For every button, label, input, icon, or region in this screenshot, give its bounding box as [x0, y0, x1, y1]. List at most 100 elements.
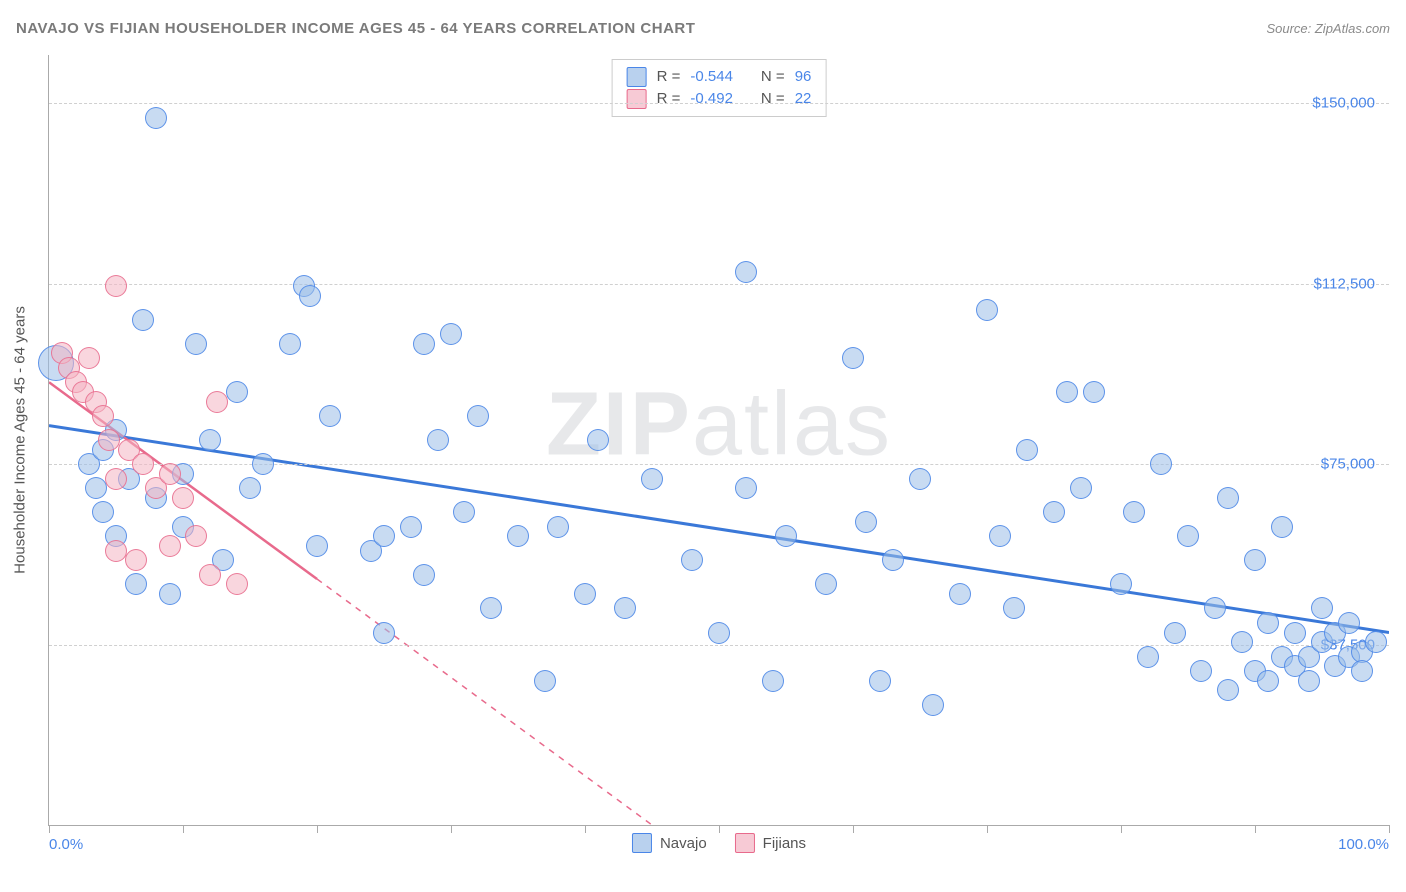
scatter-point	[199, 429, 221, 451]
scatter-point	[132, 309, 154, 331]
legend-label-fijians: Fijians	[763, 835, 806, 852]
scatter-point	[440, 323, 462, 345]
swatch-fijians-icon	[735, 833, 755, 853]
scatter-point	[1164, 622, 1186, 644]
scatter-point	[681, 549, 703, 571]
scatter-point	[105, 468, 127, 490]
scatter-point	[708, 622, 730, 644]
scatter-point	[239, 477, 261, 499]
scatter-point	[1083, 381, 1105, 403]
gridline	[49, 284, 1389, 285]
scatter-point	[413, 564, 435, 586]
x-tick	[1121, 825, 1122, 833]
scatter-point	[1351, 660, 1373, 682]
scatter-point	[1257, 612, 1279, 634]
y-axis-title: Householder Income Ages 45 - 64 years	[12, 306, 29, 574]
scatter-point	[735, 261, 757, 283]
legend-label-navajo: Navajo	[660, 835, 707, 852]
scatter-point	[306, 535, 328, 557]
scatter-point	[373, 525, 395, 547]
N-value-navajo: 96	[795, 66, 812, 88]
watermark: ZIPatlas	[546, 373, 892, 476]
scatter-point	[989, 525, 1011, 547]
scatter-point	[319, 405, 341, 427]
scatter-point	[185, 333, 207, 355]
source-attribution: Source: ZipAtlas.com	[1266, 21, 1390, 36]
scatter-point	[614, 597, 636, 619]
x-tick	[585, 825, 586, 833]
N-value-fijians: 22	[795, 88, 812, 110]
N-label: N =	[761, 66, 785, 88]
scatter-point	[159, 463, 181, 485]
R-label: R =	[657, 88, 681, 110]
N-label: N =	[761, 88, 785, 110]
scatter-point	[1338, 612, 1360, 634]
x-axis-min-label: 0.0%	[49, 836, 83, 853]
scatter-point	[1311, 597, 1333, 619]
scatter-point	[1257, 670, 1279, 692]
scatter-point	[1298, 670, 1320, 692]
scatter-point	[1056, 381, 1078, 403]
scatter-point	[949, 583, 971, 605]
scatter-point	[467, 405, 489, 427]
scatter-point	[1231, 631, 1253, 653]
scatter-point	[1217, 679, 1239, 701]
scatter-point	[159, 583, 181, 605]
x-tick	[719, 825, 720, 833]
scatter-point	[226, 381, 248, 403]
scatter-point	[299, 285, 321, 307]
scatter-point	[1177, 525, 1199, 547]
scatter-point	[1137, 646, 1159, 668]
x-tick	[49, 825, 50, 833]
scatter-point	[815, 573, 837, 595]
scatter-point	[226, 573, 248, 595]
scatter-point	[1204, 597, 1226, 619]
x-tick	[183, 825, 184, 833]
legend-item-fijians: Fijians	[735, 833, 806, 853]
scatter-point	[909, 468, 931, 490]
watermark-bold: ZIP	[546, 374, 692, 474]
scatter-point	[400, 516, 422, 538]
chart-container: NAVAJO VS FIJIAN HOUSEHOLDER INCOME AGES…	[0, 0, 1406, 892]
scatter-point	[534, 670, 556, 692]
swatch-navajo-icon	[627, 67, 647, 87]
scatter-point	[92, 501, 114, 523]
scatter-point	[252, 453, 274, 475]
scatter-point	[735, 477, 757, 499]
gridline	[49, 645, 1389, 646]
scatter-point	[159, 535, 181, 557]
x-tick	[451, 825, 452, 833]
scatter-point	[1365, 631, 1387, 653]
scatter-point	[1016, 439, 1038, 461]
scatter-point	[922, 694, 944, 716]
scatter-point	[92, 405, 114, 427]
scatter-point	[1070, 477, 1092, 499]
x-tick	[1389, 825, 1390, 833]
x-tick	[987, 825, 988, 833]
swatch-fijians-icon	[627, 89, 647, 109]
scatter-point	[1110, 573, 1132, 595]
scatter-point	[507, 525, 529, 547]
swatch-navajo-icon	[632, 833, 652, 853]
scatter-point	[1123, 501, 1145, 523]
scatter-point	[574, 583, 596, 605]
scatter-point	[172, 487, 194, 509]
legend-series: Navajo Fijians	[632, 833, 806, 853]
scatter-point	[185, 525, 207, 547]
y-tick-label: $75,000	[1321, 456, 1375, 473]
scatter-point	[976, 299, 998, 321]
scatter-point	[85, 477, 107, 499]
y-tick-label: $150,000	[1312, 95, 1375, 112]
scatter-point	[373, 622, 395, 644]
scatter-point	[427, 429, 449, 451]
scatter-point	[453, 501, 475, 523]
scatter-point	[587, 429, 609, 451]
scatter-point	[279, 333, 301, 355]
x-tick	[853, 825, 854, 833]
scatter-point	[882, 549, 904, 571]
scatter-point	[1284, 622, 1306, 644]
x-tick	[1255, 825, 1256, 833]
scatter-point	[1003, 597, 1025, 619]
gridline	[49, 464, 1389, 465]
scatter-point	[206, 391, 228, 413]
